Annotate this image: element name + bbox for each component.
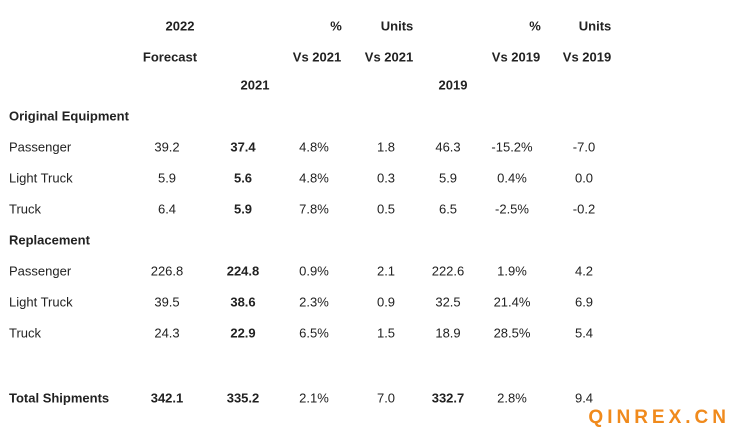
header-cell: 2021 [240,77,270,93]
cell: 5.6 [233,170,253,186]
header-cell: % [529,18,541,34]
section-title: Original Equipment [9,108,129,124]
cell: 2.3% [299,294,329,310]
row-label: Light Truck [9,294,73,310]
row-label: Total Shipments [9,390,110,406]
cell: 1.8 [376,139,396,155]
row-label: Passenger [9,139,72,155]
cell: 0.0 [574,170,594,186]
cell: 0.5 [376,201,396,217]
cell: 28.5% [493,325,531,341]
cell: 0.4% [497,170,527,186]
cell: 4.8% [299,139,329,155]
cell: 226.8 [150,263,184,279]
row-label: Light Truck [9,170,73,186]
cell: 4.8% [299,170,329,186]
cell: 335.2 [226,390,260,406]
header-cell: Vs 2021 [292,49,342,65]
cell: 6.9 [574,294,594,310]
cell: 4.2 [574,263,594,279]
cell: 18.9 [435,325,461,341]
cell: 6.5 [438,201,458,217]
cell: 24.3 [154,325,180,341]
header-cell: Vs 2019 [562,49,612,65]
cell: 222.6 [431,263,465,279]
cell: 22.9 [230,325,256,341]
header-cell: 2019 [438,77,468,93]
row-label: Truck [9,325,42,341]
cell: -0.2 [572,201,596,217]
cell: 6.5% [299,325,329,341]
cell: -7.0 [572,139,596,155]
cell: 2.1% [299,390,329,406]
cell: 7.0 [376,390,396,406]
cell: 0.9% [299,263,329,279]
cell: 39.2 [154,139,180,155]
header-cell: Forecast [142,49,198,65]
cell: -2.5% [495,201,529,217]
cell: 5.9 [157,170,177,186]
cell: -15.2% [491,139,533,155]
header-cell: % [330,18,342,34]
cell: 46.3 [435,139,461,155]
cell: 6.4 [157,201,177,217]
row-label: Truck [9,201,42,217]
cell: 39.5 [154,294,180,310]
header-cell: 2022 [165,18,195,34]
section-title: Replacement [9,232,90,248]
cell: 332.7 [431,390,465,406]
cell: 0.3 [376,170,396,186]
cell: 32.5 [435,294,461,310]
cell: 1.5 [376,325,396,341]
row-label: Passenger [9,263,72,279]
header-cell: Vs 2021 [364,49,414,65]
cell: 5.4 [574,325,594,341]
cell: 1.9% [497,263,527,279]
cell: 224.8 [226,263,260,279]
cell: 7.8% [299,201,329,217]
cell: 0.9 [376,294,396,310]
cell: 342.1 [150,390,184,406]
cell: 2.1 [376,263,396,279]
header-cell: Units [380,18,414,34]
cell: 9.4 [574,390,594,406]
cell: 21.4% [493,294,531,310]
cell: 38.6 [230,294,256,310]
header-cell: Vs 2019 [491,49,541,65]
cell: 2.8% [497,390,527,406]
watermark: QINREX.CN [588,407,730,428]
cell: 37.4 [230,139,256,155]
header-cell: Units [578,18,612,34]
cell: 5.9 [438,170,458,186]
cell: 5.9 [233,201,253,217]
